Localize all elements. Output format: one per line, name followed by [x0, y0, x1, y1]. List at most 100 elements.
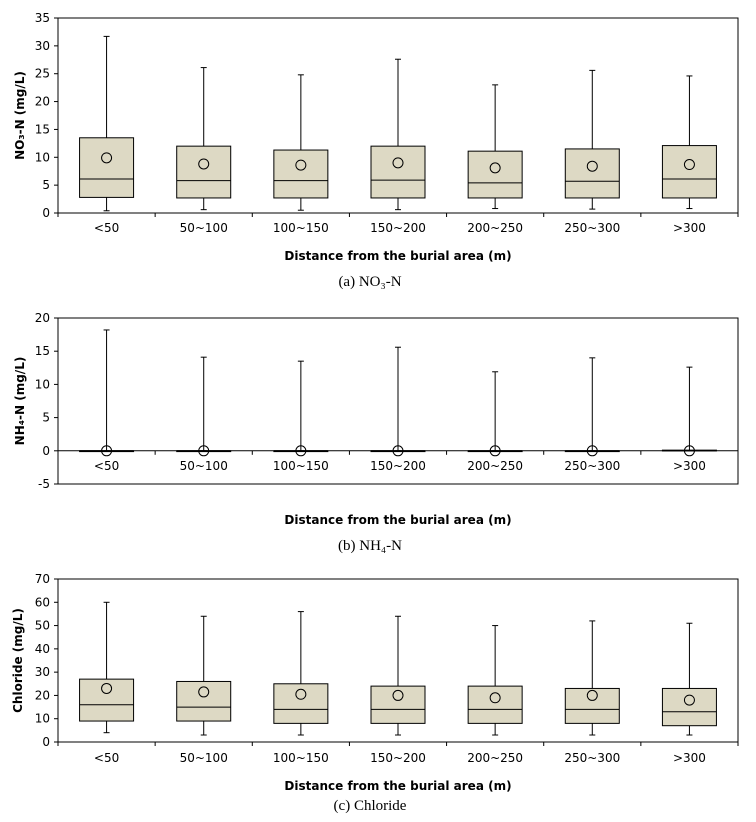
y-tick-label: 35	[35, 11, 50, 25]
panel-caption: (a) NO₃-N	[338, 274, 401, 290]
x-tick-label: 50~100	[180, 221, 228, 235]
y-tick-label: 10	[35, 712, 50, 726]
mean-marker	[586, 689, 598, 701]
iqr-box	[273, 149, 329, 199]
y-tick-label: 5	[42, 178, 50, 192]
y-tick-label: 10	[35, 150, 50, 164]
y-tick-label: 50	[35, 619, 50, 633]
box-3	[273, 360, 329, 457]
mean-marker	[586, 160, 598, 172]
mean-marker	[198, 445, 210, 457]
x-axis-title: Distance from the burial area (m)	[284, 779, 511, 793]
x-tick-label: >300	[673, 459, 706, 473]
x-tick-label: >300	[673, 221, 706, 235]
y-tick-label: 15	[35, 344, 50, 358]
iqr-box	[79, 137, 135, 198]
x-axis-title: Distance from the burial area (m)	[284, 513, 511, 527]
iqr-box	[661, 687, 717, 727]
y-tick-label: -5	[38, 477, 50, 491]
box-7	[661, 366, 717, 457]
y-tick-label: 30	[35, 39, 50, 53]
y-tick-label: 60	[35, 595, 50, 609]
mean-marker	[683, 694, 695, 706]
plot-area	[57, 578, 739, 743]
x-tick-label: <50	[94, 459, 119, 473]
plot-area	[57, 17, 739, 214]
x-tick-label: 100~150	[273, 751, 329, 765]
y-tick-label: 10	[35, 377, 50, 391]
box-2	[176, 356, 232, 457]
y-tick-label: 20	[35, 95, 50, 109]
mean-marker	[392, 157, 404, 169]
box-4	[370, 615, 426, 736]
mean-marker	[198, 686, 210, 698]
box-2	[176, 615, 232, 736]
x-tick-label: 50~100	[180, 459, 228, 473]
y-tick-label: 30	[35, 665, 50, 679]
x-tick-label: 250~300	[564, 221, 620, 235]
x-tick-label: <50	[94, 751, 119, 765]
y-axis-title: NH₄-N (mg/L)	[13, 357, 27, 446]
plot-area	[57, 317, 739, 485]
box-5	[467, 84, 523, 210]
box-1	[79, 601, 135, 734]
box-7	[661, 622, 717, 736]
box-2	[176, 67, 232, 211]
panel-caption: (b) NH₄-N	[338, 538, 402, 554]
x-tick-label: 250~300	[564, 459, 620, 473]
box-5	[467, 371, 523, 457]
x-tick-label: 100~150	[273, 221, 329, 235]
x-tick-label: 200~250	[467, 221, 523, 235]
box-6	[564, 620, 620, 736]
x-tick-label: 50~100	[180, 751, 228, 765]
y-tick-label: 0	[42, 735, 50, 749]
mean-marker	[295, 688, 307, 700]
y-tick-label: 20	[35, 688, 50, 702]
box-3	[273, 74, 329, 211]
mean-marker	[198, 158, 210, 170]
iqr-box	[79, 678, 135, 722]
iqr-box	[176, 145, 232, 199]
y-tick-label: 5	[42, 411, 50, 425]
mean-marker	[101, 445, 113, 457]
mean-marker	[683, 445, 695, 457]
chart-panel-2: -5 0 5 10 15 20 <50 50~100 100~150 150~200 200~250…	[13, 311, 739, 554]
mean-marker	[586, 445, 598, 457]
x-tick-label: <50	[94, 221, 119, 235]
mean-marker	[392, 445, 404, 457]
box-1	[79, 329, 135, 457]
iqr-box	[370, 685, 426, 724]
mean-marker	[295, 445, 307, 457]
box-6	[564, 357, 620, 457]
mean-marker	[392, 689, 404, 701]
box-7	[661, 75, 717, 210]
box-4	[370, 58, 426, 211]
iqr-box	[564, 687, 620, 724]
iqr-box	[273, 683, 329, 724]
mean-marker	[295, 159, 307, 171]
iqr-box	[176, 680, 232, 722]
y-tick-label: 20	[35, 311, 50, 325]
x-tick-label: 150~200	[370, 751, 426, 765]
iqr-box	[467, 150, 523, 199]
box-5	[467, 625, 523, 736]
y-tick-label: 25	[35, 67, 50, 81]
x-tick-label: 200~250	[467, 459, 523, 473]
iqr-box	[467, 685, 523, 724]
box-6	[564, 69, 620, 210]
y-tick-label: 40	[35, 642, 50, 656]
box-1	[79, 35, 135, 212]
iqr-box	[564, 148, 620, 199]
x-tick-label: 150~200	[370, 459, 426, 473]
box-4	[370, 346, 426, 457]
mean-marker	[489, 162, 501, 174]
y-tick-label: 0	[42, 444, 50, 458]
mean-marker	[489, 692, 501, 704]
iqr-box	[661, 145, 717, 199]
x-tick-label: 250~300	[564, 751, 620, 765]
panel-caption: (c) Chloride	[334, 798, 407, 814]
x-axis-title: Distance from the burial area (m)	[284, 249, 511, 263]
mean-marker	[101, 682, 113, 694]
chart-panel-1: 0 5 10 15 20 25 30 35 <50 50~100 100~150 150~200 200…	[13, 11, 739, 290]
